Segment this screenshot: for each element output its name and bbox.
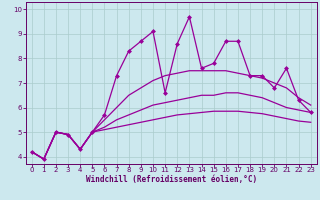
X-axis label: Windchill (Refroidissement éolien,°C): Windchill (Refroidissement éolien,°C) (86, 175, 257, 184)
